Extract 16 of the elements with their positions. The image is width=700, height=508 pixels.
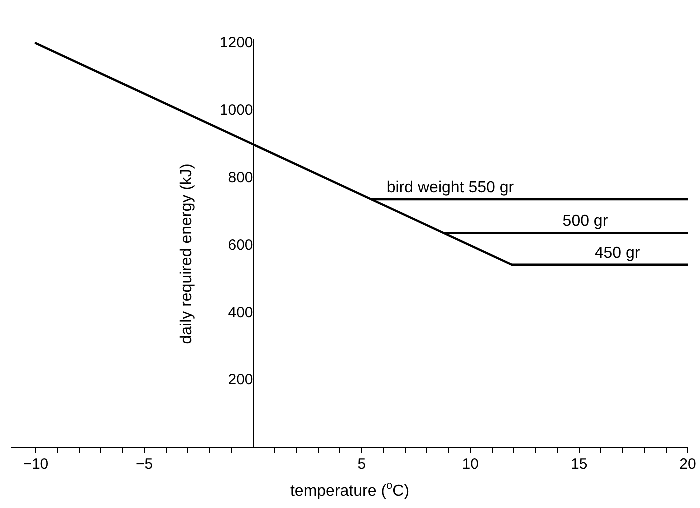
y-tick-label: 1000: [220, 102, 254, 119]
series-label: 500 gr: [562, 213, 609, 230]
series-label: bird weight 550 gr: [386, 179, 515, 196]
x-tick-label: −5: [136, 456, 154, 474]
x-tick-label: −10: [23, 456, 49, 474]
x-tick-label: 10: [462, 456, 479, 474]
y-tick-label: 800: [228, 169, 254, 186]
x-tick-label: 5: [358, 456, 366, 474]
series-label: 450 gr: [594, 244, 641, 262]
x-tick-label: 15: [570, 456, 588, 474]
y-tick-label: 400: [228, 304, 254, 322]
y-tick-label: 1200: [220, 34, 254, 52]
y-axis-title: daily required energy (kJ): [178, 164, 196, 344]
x-tick-label: 20: [680, 456, 696, 474]
y-tick-label: 600: [228, 236, 254, 254]
y-tick-label: 200: [228, 372, 254, 389]
